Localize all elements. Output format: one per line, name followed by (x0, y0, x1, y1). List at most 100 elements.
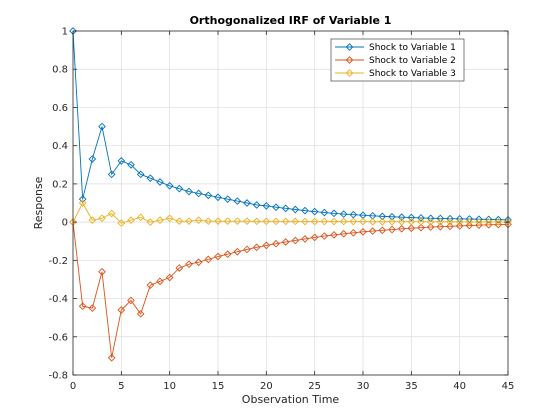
data-point (165, 214, 174, 223)
data-point (185, 187, 193, 196)
chart-title: Orthogonalized IRF of Variable 1 (190, 14, 392, 27)
data-point (272, 239, 280, 248)
data-point (185, 217, 193, 225)
data-point (291, 205, 300, 214)
data-point (243, 245, 251, 254)
data-point (146, 281, 155, 290)
data-point (475, 218, 483, 226)
y-tick-label: -0.8 (48, 371, 68, 382)
data-point (252, 243, 261, 252)
data-point (339, 217, 348, 226)
data-point (378, 226, 387, 235)
data-point (223, 217, 232, 225)
data-point (397, 217, 406, 226)
data-point (98, 122, 106, 131)
legend-entry: Shock to Variable 2 (369, 56, 456, 66)
data-point (291, 217, 300, 226)
data-point (310, 233, 319, 242)
data-point (291, 236, 300, 245)
data-point (175, 184, 184, 193)
data-point (204, 217, 213, 225)
data-point (388, 217, 396, 226)
data-point (281, 217, 290, 226)
data-point (107, 353, 116, 362)
data-point (330, 217, 338, 226)
data-point (88, 304, 97, 312)
data-point (78, 199, 87, 207)
data-point (388, 212, 396, 221)
data-point (359, 228, 367, 236)
data-point (310, 207, 319, 216)
data-point (262, 217, 271, 226)
data-point (310, 217, 319, 226)
y-tick-label: -0.4 (48, 294, 68, 305)
data-point (281, 204, 290, 213)
data-point (156, 277, 164, 286)
data-point (117, 157, 126, 165)
x-tick-label: 35 (405, 381, 418, 392)
x-tick-label: 25 (308, 381, 321, 392)
x-axis-label: Observation Time (242, 393, 340, 406)
legend-entry: Shock to Variable 3 (369, 69, 456, 79)
x-tick-label: 5 (118, 381, 124, 392)
data-point (214, 193, 222, 202)
data-point (156, 216, 164, 225)
data-point (107, 170, 116, 179)
data-point (223, 250, 232, 259)
data-point (301, 206, 309, 215)
series-3 (69, 199, 512, 227)
data-point (262, 202, 271, 210)
y-tick-label: 1 (62, 27, 68, 38)
data-point (301, 217, 309, 226)
data-point (175, 217, 184, 225)
data-point (117, 219, 126, 227)
data-point (484, 215, 493, 224)
grid (73, 31, 508, 375)
data-point (136, 310, 145, 318)
data-point (243, 217, 251, 225)
y-tick-label: -0.2 (48, 256, 68, 267)
data-point (320, 208, 329, 217)
data-point (214, 252, 222, 261)
y-axis-label: Response (32, 176, 45, 229)
data-point (417, 214, 425, 222)
data-point (204, 191, 213, 200)
data-point (436, 217, 445, 226)
data-point (214, 217, 222, 225)
legend-entry: Shock to Variable 1 (369, 43, 456, 53)
x-tick-label: 0 (70, 381, 76, 392)
data-point (243, 199, 251, 207)
data-point (368, 217, 377, 226)
data-point (262, 241, 271, 250)
data-point (417, 223, 425, 232)
data-point (320, 232, 329, 240)
data-point (359, 217, 367, 226)
x-tick-label: 30 (357, 381, 370, 392)
data-point (175, 264, 184, 272)
y-tick-label: 0.2 (52, 179, 68, 190)
data-point (349, 217, 358, 226)
data-point (378, 217, 387, 226)
series-group (69, 27, 512, 362)
data-point (397, 213, 406, 221)
data-point (465, 221, 474, 230)
data-point (339, 229, 348, 238)
data-point (281, 238, 290, 246)
data-point (484, 218, 493, 226)
data-point (233, 217, 242, 225)
data-point (233, 197, 242, 205)
data-point (465, 218, 474, 226)
data-point (436, 222, 445, 231)
axes-frame (72, 30, 509, 376)
data-point (407, 213, 416, 222)
data-point (339, 210, 348, 218)
data-point (388, 225, 396, 234)
ticks: 0 5 10 15 20 25 30 35 40 45 -0.8 -0.6 -0.4 -0.2 0 0.2 0.… (48, 27, 514, 393)
data-point (88, 216, 97, 225)
data-point (330, 231, 338, 239)
y-tick-label: 0.4 (52, 141, 68, 152)
data-point (378, 212, 387, 221)
data-point (455, 222, 464, 230)
y-tick-label: 0 (62, 218, 68, 229)
data-point (146, 218, 155, 226)
